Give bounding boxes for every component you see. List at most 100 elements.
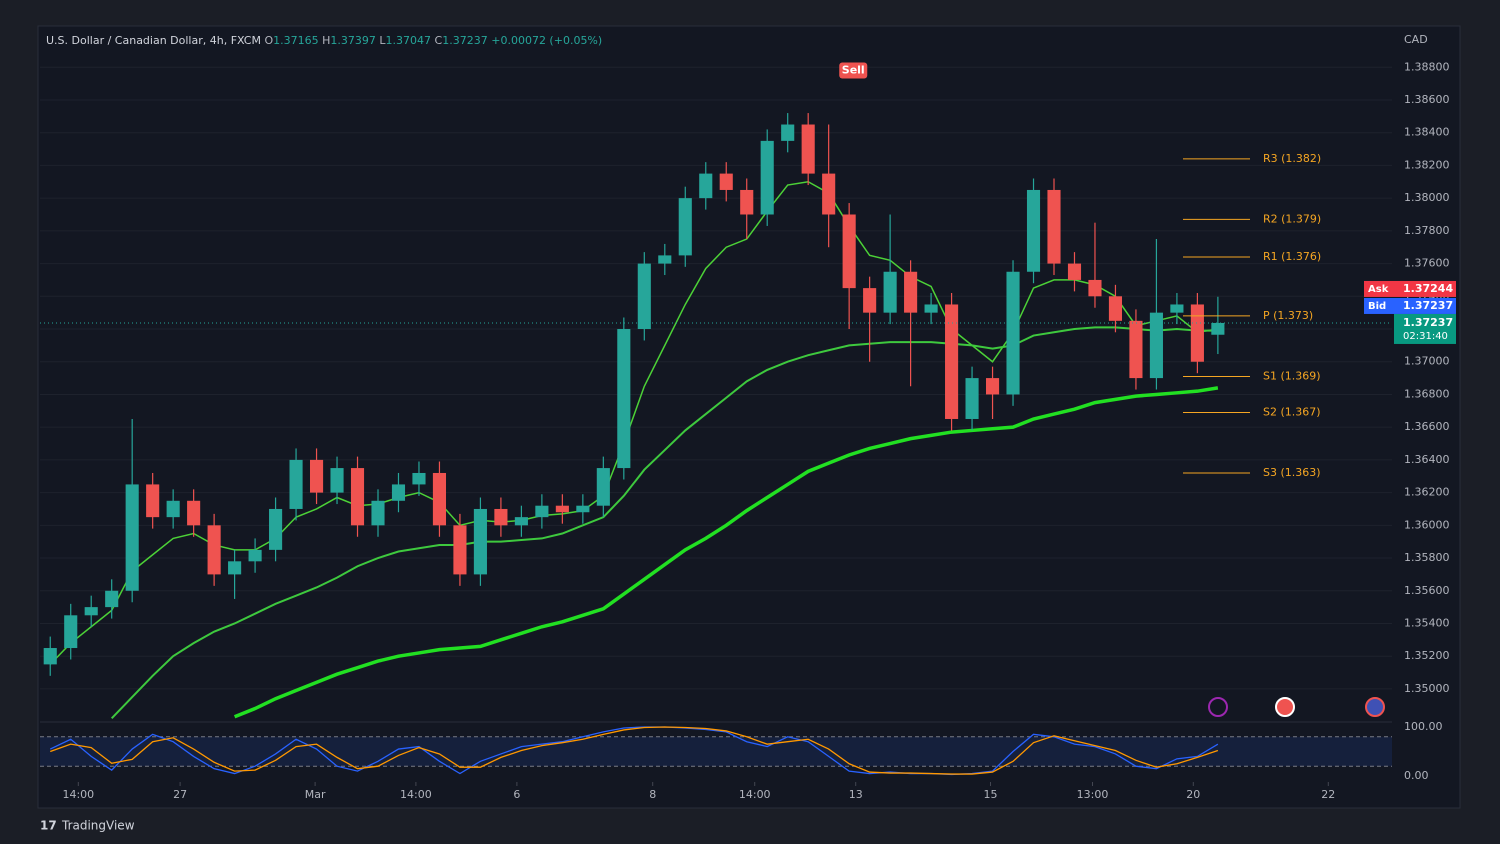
- candle-body: [883, 271, 897, 313]
- candle-body: [207, 525, 221, 575]
- candle-body: [637, 263, 651, 330]
- candle-body: [1211, 322, 1225, 335]
- o-value: 1.37165: [273, 34, 319, 47]
- candle-body: [391, 484, 406, 501]
- candle-body: [473, 508, 487, 575]
- candle-body: [719, 173, 733, 190]
- candle-body: [187, 500, 201, 526]
- quote-tag: [1364, 297, 1456, 314]
- y-tick-label: 1.36200: [1404, 486, 1450, 499]
- candle-body: [1047, 189, 1061, 264]
- quote-label: Bid: [1368, 301, 1386, 312]
- candle-body: [617, 329, 631, 469]
- logo-mark: 17: [40, 819, 57, 833]
- h-label: H: [322, 34, 330, 47]
- candle-body: [432, 472, 447, 526]
- y-tick-label: 1.36800: [1404, 387, 1450, 400]
- candle-body: [228, 561, 242, 575]
- pivot-label: S2 (1.367): [1263, 405, 1321, 418]
- c-value: 1.37237: [442, 34, 488, 47]
- y-tick-label: 1.36600: [1404, 420, 1450, 433]
- candle-body: [760, 140, 774, 215]
- candle-body: [1108, 296, 1123, 321]
- quote-label: Ask: [1368, 284, 1389, 295]
- y-tick-label: 1.38800: [1404, 60, 1450, 73]
- c-label: C: [435, 34, 443, 47]
- brand: TradingView: [61, 819, 135, 833]
- candle-body: [1006, 271, 1020, 395]
- x-tick-label: 22: [1321, 788, 1335, 801]
- y-tick-label: 1.38200: [1404, 158, 1450, 171]
- candle-body: [146, 484, 160, 518]
- candle-body: [371, 500, 385, 526]
- candle-body: [842, 214, 856, 289]
- candle-body: [1129, 320, 1143, 379]
- annotation-box: [839, 62, 868, 79]
- candle-body: [535, 505, 549, 518]
- l-value: 1.37047: [386, 34, 432, 47]
- candle-body: [514, 517, 528, 526]
- candle-body: [166, 500, 180, 518]
- tradingview-logo: 17 TradingView: [40, 819, 135, 833]
- oscillator-tick-label: 100.00: [1404, 720, 1443, 733]
- candle-body: [269, 508, 283, 550]
- h-value: 1.37397: [330, 34, 376, 47]
- candle-body: [945, 304, 959, 419]
- candle-body: [494, 508, 508, 526]
- candle-body: [863, 288, 877, 313]
- symbol: U.S. Dollar / Canadian Dollar, 4h, FXCM: [46, 34, 261, 47]
- x-tick-label: 6: [513, 788, 520, 801]
- candle-body: [699, 173, 713, 199]
- indicator-line: [110, 326, 1218, 720]
- candle-body: [1088, 279, 1102, 297]
- pivot-label: R3 (1.382): [1263, 152, 1321, 165]
- event-icon[interactable]: [1275, 697, 1295, 717]
- candle-body: [596, 468, 610, 506]
- y-tick-label: 1.35800: [1404, 551, 1450, 564]
- event-icon[interactable]: [1208, 697, 1228, 717]
- candle-body: [1149, 312, 1163, 379]
- indicator-line: [49, 180, 1218, 665]
- oscillator-line: [49, 726, 1219, 776]
- chart-panel: [37, 25, 1461, 809]
- candle-body: [822, 173, 836, 215]
- y-tick-label: 1.36000: [1404, 518, 1450, 531]
- candle-body: [1067, 263, 1082, 280]
- x-tick-label: 14:00: [400, 788, 432, 801]
- x-tick-label: Mar: [305, 788, 326, 801]
- y-tick-label: 1.38400: [1404, 126, 1450, 139]
- candle-body: [64, 615, 78, 649]
- event-icon[interactable]: [1365, 697, 1385, 717]
- candle-body: [576, 505, 590, 513]
- candle-body: [904, 271, 918, 313]
- oscillator-band: [40, 736, 1392, 767]
- x-tick-label: 13:00: [1077, 788, 1109, 801]
- l-label: L: [379, 34, 386, 47]
- candle-body: [289, 459, 303, 509]
- y-tick-label: 1.38000: [1404, 191, 1450, 204]
- symbol-title: U.S. Dollar / Canadian Dollar, 4h, FXCM …: [46, 34, 602, 47]
- change: +0.00072 (+0.05%): [491, 34, 602, 47]
- countdown: 02:31:40: [1403, 331, 1448, 342]
- candle-body: [1170, 304, 1184, 313]
- o-label: O: [264, 34, 273, 47]
- x-tick-label: 14:00: [62, 788, 94, 801]
- candle-body: [985, 378, 1000, 395]
- candle-body: [330, 468, 344, 493]
- x-tick-label: 27: [173, 788, 187, 801]
- y-tick-label: 1.37800: [1404, 224, 1450, 237]
- candle-body: [781, 124, 795, 141]
- y-tick-label: 1.37000: [1404, 355, 1450, 368]
- y-tick-label: 1.35400: [1404, 616, 1450, 629]
- candle-body: [555, 505, 569, 513]
- candle-body: [105, 590, 119, 608]
- x-tick-label: 13: [849, 788, 863, 801]
- candle-body: [801, 124, 815, 174]
- candle-body: [412, 472, 426, 485]
- quote-value: 1.37244: [1403, 282, 1453, 295]
- oscillator-line: [50, 726, 1219, 775]
- pivot-label: R1 (1.376): [1263, 250, 1321, 263]
- candle-body: [1026, 189, 1041, 272]
- last-price-tag: [1394, 313, 1456, 344]
